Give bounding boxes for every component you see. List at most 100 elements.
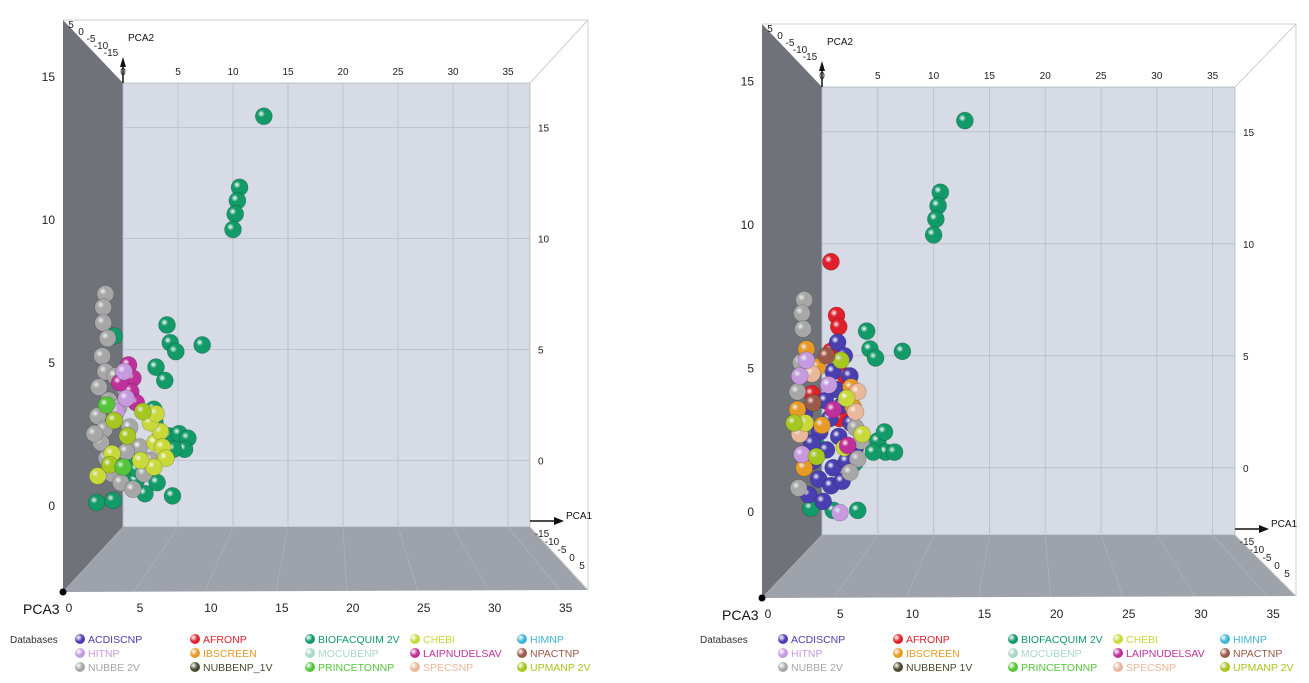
series-hitnp <box>790 351 849 522</box>
legend-item: LAIPNUDELSAV <box>1113 648 1205 661</box>
x-tick-bottom: 35 <box>1266 607 1280 621</box>
legend-item: HIMNP <box>517 634 564 647</box>
axis-label-pca1: PCA1 <box>1271 519 1298 530</box>
data-point <box>147 358 165 376</box>
legend-swatch <box>305 662 315 672</box>
x-tick-top: 30 <box>447 67 459 78</box>
legend-item: SPECSNP <box>1113 662 1176 675</box>
legend-item: UPMANP 2V <box>517 662 591 675</box>
data-point <box>131 451 150 470</box>
z-tick-bottom: 0 <box>569 553 575 564</box>
z-tick-top: -5 <box>786 38 795 49</box>
floor-grid-line <box>204 526 234 592</box>
legend-item: AFRONP <box>190 634 247 647</box>
x-tick-bottom: 35 <box>559 601 573 615</box>
legend-label: IBSCREEN <box>203 648 257 660</box>
legend-label: ACDISCNP <box>88 634 143 646</box>
legend-swatch <box>778 634 788 644</box>
box-edge <box>1234 23 1297 88</box>
legend-swatch <box>410 648 420 658</box>
back-wall <box>821 86 1236 536</box>
legend-item: PRINCETONNP <box>305 662 394 675</box>
x-tick-bottom: 30 <box>1194 607 1208 621</box>
floor-grid-line <box>833 534 879 598</box>
floor-grid-line <box>507 526 560 591</box>
data-point <box>817 346 836 365</box>
x-tick-bottom: 15 <box>978 607 992 621</box>
legend-item: IBSCREEN <box>190 648 257 661</box>
axis-label-pca2: PCA2 <box>827 37 854 48</box>
data-point <box>793 304 811 323</box>
z-tick-bottom: -15 <box>535 529 550 540</box>
legend-label: NUBBENP_1V <box>203 662 273 674</box>
legend-swatch <box>190 634 200 644</box>
legend-item: IBSCREEN <box>893 648 960 661</box>
z-tick-top: 5 <box>68 20 74 31</box>
legend-swatch <box>1113 648 1123 658</box>
data-point <box>90 378 108 396</box>
x-tick-top: 20 <box>337 67 349 78</box>
data-point <box>104 491 122 510</box>
legend-item: HIMNP <box>1220 634 1267 647</box>
y-tick-left: 10 <box>741 218 755 232</box>
data-point <box>797 351 816 370</box>
data-point <box>114 458 132 476</box>
data-point <box>94 298 112 317</box>
legend-item: HITNP <box>778 648 823 661</box>
data-point <box>804 394 822 412</box>
legend-swatch <box>75 648 85 658</box>
legend-item: NUBBE 2V <box>75 662 140 675</box>
z-tick-bottom: 5 <box>1284 569 1290 580</box>
right-plot-panel: 0510152025303505101520253035051015051015… <box>690 0 1309 683</box>
data-point <box>893 342 912 361</box>
legend-swatch <box>1008 648 1018 658</box>
data-point <box>853 425 871 444</box>
legend-swatch <box>1008 662 1018 672</box>
x-tick-top: 25 <box>1095 71 1107 82</box>
y-tick-right: 0 <box>538 456 544 467</box>
data-point <box>848 450 867 468</box>
floor-grid-line <box>275 526 289 592</box>
legend-label: AFRONP <box>906 634 950 646</box>
legend-swatch <box>517 662 527 672</box>
legend-item: NUBBENP 1V <box>893 662 972 675</box>
legend-right: Databases ACDISCNP AFRONP BIOFACQUIM 2V CHE… <box>690 632 1309 682</box>
z-tick-top: -10 <box>94 41 109 52</box>
data-point <box>824 400 842 419</box>
x-tick-top: 35 <box>1207 71 1219 82</box>
data-point <box>94 313 112 332</box>
x-tick-bottom: 5 <box>137 601 144 615</box>
legend-swatch <box>1220 648 1230 658</box>
legend-label: BIOFACQUIM 2V <box>1021 634 1103 646</box>
legend-item: ACDISCNP <box>778 634 845 647</box>
z-tick-top: -5 <box>87 34 96 45</box>
legend-swatch <box>517 648 527 658</box>
legend-swatch <box>778 648 788 658</box>
arrowhead-pca2 <box>819 61 825 71</box>
box-edge <box>529 19 589 84</box>
legend-swatch <box>75 634 85 644</box>
legend-swatch <box>1008 634 1018 644</box>
z-tick-top: 0 <box>777 31 783 42</box>
legend-label: NUBBE 2V <box>88 662 140 674</box>
axis-label-pca1: PCA1 <box>566 511 593 522</box>
z-tick-bottom: -15 <box>1240 537 1255 548</box>
x-tick-top: 10 <box>227 67 239 78</box>
x-tick-top: 15 <box>282 67 294 78</box>
floor-grid-line <box>761 534 823 599</box>
data-point <box>813 416 831 435</box>
x-tick-bottom: 20 <box>346 601 360 615</box>
series-chebi <box>88 404 175 485</box>
legend-label: NPACTNP <box>1233 648 1283 660</box>
z-tick-bottom: 5 <box>579 561 585 572</box>
legend-swatch <box>778 662 788 672</box>
series-npactnp <box>804 346 836 412</box>
series-laipnudelsav <box>824 400 857 455</box>
axis-label-pca3: PCA3 <box>23 601 60 617</box>
z-tick-top: 0 <box>78 27 84 38</box>
legend-swatch <box>893 648 903 658</box>
legend-swatch <box>410 634 420 644</box>
y-tick-left: 5 <box>48 356 55 370</box>
data-point <box>790 367 809 385</box>
arrowhead-pca1 <box>1259 525 1269 533</box>
